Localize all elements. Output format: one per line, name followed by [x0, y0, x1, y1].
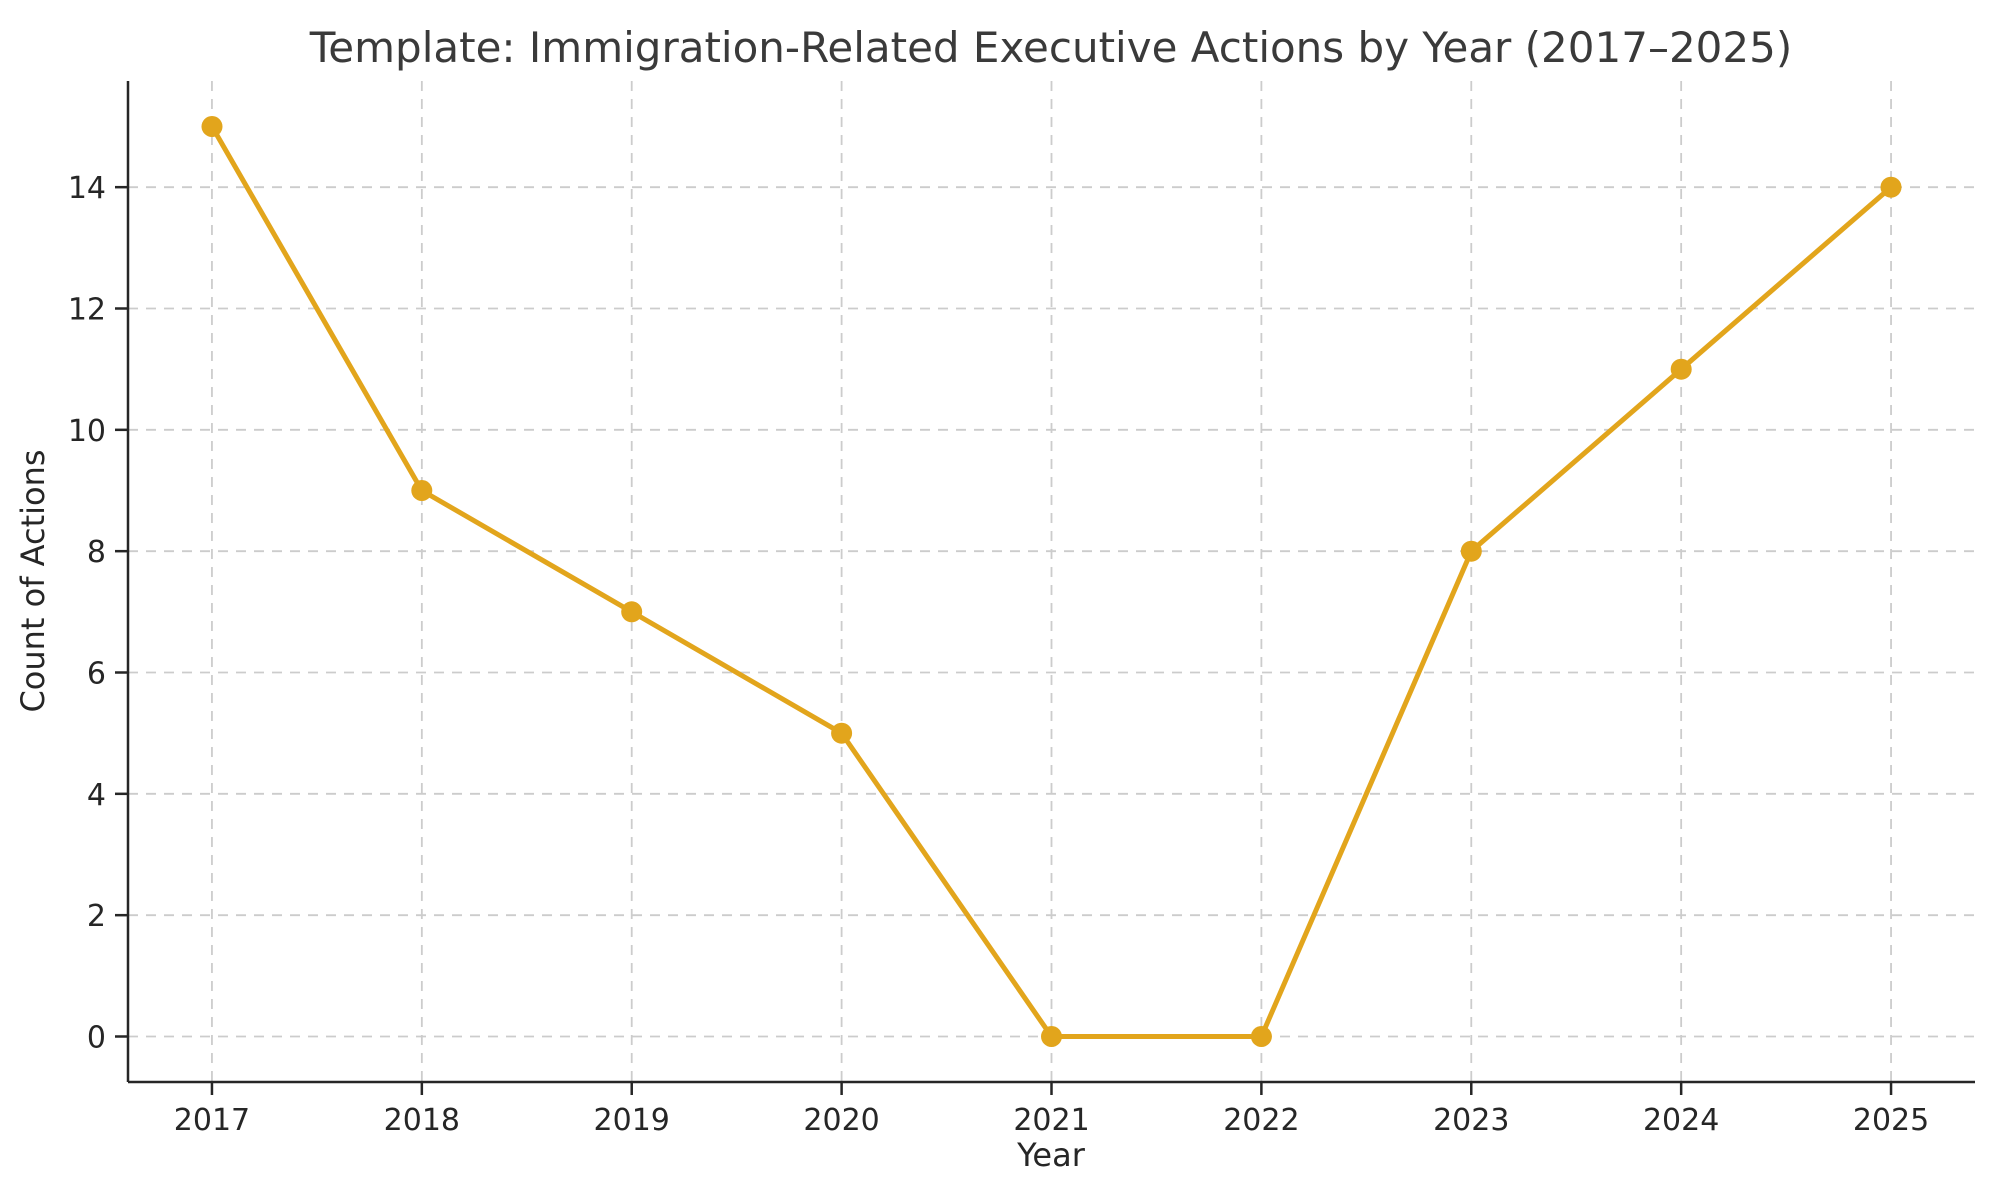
x-tick-label-2024: 2024 — [1643, 1103, 1719, 1138]
y-tick-label-6: 6 — [87, 657, 106, 692]
x-tick-label-2017: 2017 — [174, 1103, 250, 1138]
data-series — [201, 116, 1902, 1047]
gridlines — [128, 81, 1975, 1082]
y-tick-label-4: 4 — [87, 778, 106, 813]
tick-labels: 2017 2018 2019 2020 2021 2022 2023 2024 2025 0 2 4 6… — [68, 171, 1929, 1138]
x-tick-label-2019: 2019 — [594, 1103, 670, 1138]
y-tick-label-8: 8 — [87, 535, 106, 570]
x-tick-label-2020: 2020 — [803, 1103, 879, 1138]
data-point-2019 — [621, 601, 643, 623]
x-axis-label: Year — [1016, 1136, 1086, 1174]
data-point-2020 — [831, 722, 853, 744]
y-tick-label-0: 0 — [87, 1021, 106, 1056]
y-tick-label-10: 10 — [68, 414, 106, 449]
x-tick-label-2018: 2018 — [384, 1103, 460, 1138]
y-tick-label-2: 2 — [87, 899, 106, 934]
data-point-2021 — [1041, 1026, 1062, 1047]
x-tick-label-2021: 2021 — [1013, 1103, 1089, 1138]
data-point-2023 — [1460, 540, 1482, 562]
data-point-2022 — [1250, 1026, 1272, 1047]
axes — [115, 81, 1975, 1095]
data-point-2017 — [201, 116, 223, 137]
x-tick-label-2025: 2025 — [1853, 1103, 1929, 1138]
data-point-2025 — [1880, 176, 1902, 198]
data-point-2018 — [411, 480, 433, 501]
y-tick-label-14: 14 — [68, 171, 106, 206]
data-point-2024 — [1670, 358, 1692, 380]
x-tick-label-2023: 2023 — [1433, 1103, 1509, 1138]
chart-title: Template: Immigration-Related Executive … — [309, 23, 1792, 72]
y-axis-label: Count of Actions — [14, 449, 52, 712]
x-tick-label-2022: 2022 — [1223, 1103, 1299, 1138]
y-tick-label-12: 12 — [68, 293, 106, 328]
